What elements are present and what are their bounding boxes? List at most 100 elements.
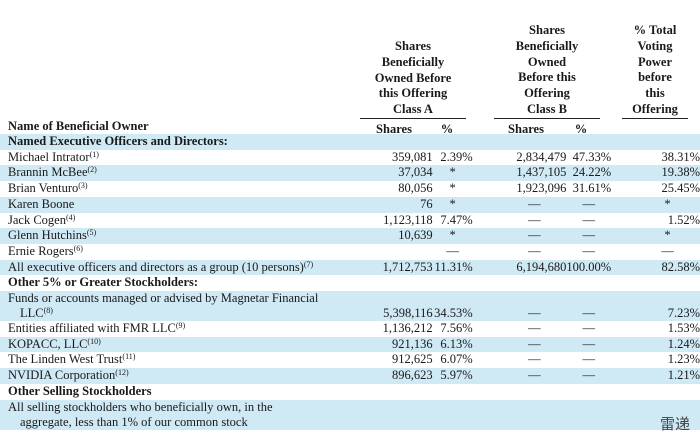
footnote-marker: (4)	[65, 212, 76, 222]
owner-name: Karen Boone	[0, 196, 363, 213]
class-a-pct: —	[446, 243, 459, 258]
class-b-pct: 31.61%	[572, 181, 612, 196]
class-a-pct: 5.97%	[432, 368, 473, 384]
class-b-pct: —	[566, 291, 612, 322]
class-a-shares: 1,712,753	[362, 259, 433, 276]
header-line: Beneficially	[515, 38, 579, 53]
voting-power-pct: 1.53%	[667, 321, 700, 336]
footnote-marker: (6)	[73, 243, 83, 253]
footnote-marker: (12)	[115, 368, 129, 378]
class-a-shares: 912,625	[392, 352, 433, 367]
section-title: Other Selling Stockholders	[8, 383, 152, 398]
owner-name-text: KOPACC, LLC	[8, 336, 88, 351]
owner-name: NVIDIA Corporation(12)	[0, 368, 363, 384]
owner-name: The Linden West Trust(11)	[0, 352, 363, 368]
table-header: Shares Beneficially Owned Before this Offer…	[0, 23, 700, 134]
spacer-cell	[611, 213, 635, 229]
spacer-cell	[473, 352, 503, 368]
table-row: NVIDIA Corporation(12) 896,623 5.97% — —1.21…	[0, 368, 700, 384]
footnote-marker: (8)	[43, 306, 53, 316]
table-row: KOPACC, LLC(10) 921,136 6.13% — —1.24%	[0, 336, 700, 353]
class-a-shares: 359,081	[392, 149, 433, 164]
class-b-pct: —	[566, 368, 612, 384]
class-a-shares: 1,136,212	[382, 321, 433, 336]
class-a-shares: 80,056	[398, 181, 433, 196]
owner-name-text: NVIDIA Corporation	[8, 368, 116, 383]
spacer-cell	[611, 196, 636, 213]
header-line: Power	[637, 54, 672, 69]
class-b-shares: —	[528, 352, 541, 367]
owner-name-text-2: LLC	[20, 306, 44, 321]
header-voting-power: % Total Voting Power before this Offering	[622, 23, 688, 119]
watermark: 雷递	[659, 415, 690, 433]
section-row: Other 5% or Greater Stockholders:	[0, 275, 700, 291]
spacer-cell	[473, 150, 503, 166]
owner-name-text: The Linden West Trust	[8, 352, 123, 367]
spacer-cell	[611, 321, 635, 337]
class-a-shares: 1,123,118	[383, 212, 433, 227]
spacer-cell	[611, 165, 636, 182]
voting-power-pct: 1.21%	[635, 368, 700, 384]
header-line: Voting	[637, 38, 673, 53]
class-b-pct: —	[566, 196, 612, 213]
owner-name: Brian Venturo(3)	[0, 181, 363, 197]
class-a-pct: 2.39%	[440, 149, 473, 164]
table-row: All executive officers and directors as …	[0, 259, 700, 276]
class-b-shares: —	[528, 243, 541, 258]
spacer-cell	[611, 336, 636, 353]
beneficial-ownership-table: Named Executive Officers and Directors: M…	[0, 134, 700, 430]
class-b-shares: 6,194,680	[502, 259, 567, 276]
spacer-cell	[611, 244, 635, 260]
class-b-pct: —	[582, 352, 596, 367]
owner-name-text: Funds or accounts managed or advised by …	[8, 291, 319, 306]
class-a-pct: 11.31%	[432, 259, 473, 276]
spacer-cell	[472, 259, 503, 276]
owner-name: KOPACC, LLC(10)	[0, 336, 363, 353]
voting-power-pct: 7.23%	[635, 291, 700, 322]
table-row: The Linden West Trust(11) 912,625 6.07% — — 1…	[0, 352, 700, 368]
spacer-cell	[472, 228, 503, 244]
voting-power-pct: *	[635, 228, 700, 244]
name-of-beneficial-owner-header: Name of Beneficial Owner	[8, 119, 149, 133]
table-row: Karen Boone 76 * — — *	[0, 196, 700, 213]
spacer-cell	[473, 321, 503, 337]
class-a-pct: *	[432, 228, 473, 244]
owner-name-text: All executive officers and directors as …	[8, 259, 304, 274]
footnote-marker: (7)	[303, 259, 314, 269]
section-row: Named Executive Officers and Directors:	[0, 134, 700, 150]
class-a-shares: 5,398,116	[362, 291, 433, 322]
class-b-pct: —	[582, 212, 596, 227]
header-line: before	[638, 70, 672, 85]
class-b-shares: —	[502, 336, 567, 353]
spacer-cell	[472, 336, 503, 353]
class-a-pct: *	[432, 165, 473, 182]
table-row: All selling stockholders who beneficiall…	[0, 399, 700, 430]
class-a-pct	[432, 399, 473, 430]
table-row: Glenn Hutchins(5) 10,639 * — — *	[0, 228, 700, 244]
spacer-cell	[611, 399, 636, 430]
class-b-shares: —	[502, 291, 567, 322]
class-b-shares	[502, 399, 567, 430]
spacer-cell	[473, 181, 503, 197]
owner-name-text: Karen Boone	[8, 196, 75, 211]
voting-power-pct: —	[661, 243, 674, 258]
class-b-shares: —	[502, 368, 567, 384]
header-line: % Total	[633, 23, 677, 37]
owner-name-text: Ernie Rogers	[8, 243, 74, 258]
owner-name: Funds or accounts managed or advised by …	[0, 291, 363, 322]
owner-name-text: Brian Venturo	[8, 181, 79, 196]
owner-name: Brannin McBee(2)	[0, 165, 363, 182]
spacer-cell	[611, 259, 636, 276]
class-a-pct: *	[449, 181, 456, 196]
header-line: this Offering	[378, 86, 448, 101]
spacer-cell	[472, 291, 503, 322]
spacer-cell	[611, 291, 636, 322]
spacer-cell	[611, 352, 635, 368]
owner-name: Jack Cogen(4)	[0, 213, 363, 229]
header-line: Offering	[622, 102, 688, 119]
class-b-pct	[566, 399, 612, 430]
footnote-marker: (5)	[86, 228, 97, 238]
table-row: Michael Intrator(1) 359,081 2.39% 2,834,479…	[0, 150, 700, 166]
owner-name: Michael Intrator(1)	[0, 150, 363, 166]
voting-power-pct: 19.38%	[635, 165, 700, 182]
